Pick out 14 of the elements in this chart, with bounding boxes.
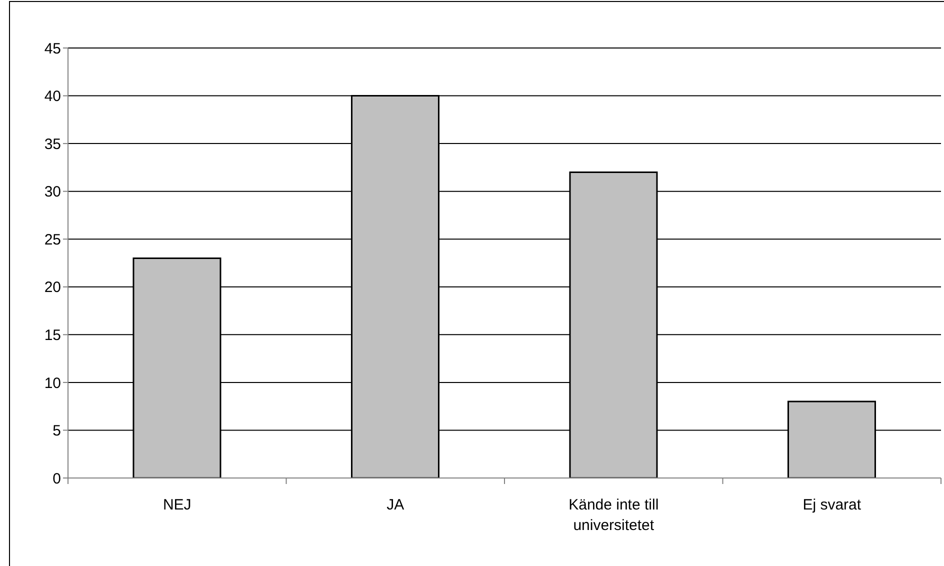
y-tick-label: 40	[44, 88, 61, 106]
y-tick-label: 10	[44, 374, 61, 392]
x-tick-label: JA	[386, 496, 404, 514]
y-tick-label: 25	[44, 231, 61, 248]
y-tick-label: 35	[44, 136, 61, 153]
x-tick-label: NEJ	[162, 496, 192, 514]
y-tick-label: 45	[44, 40, 61, 58]
y-tick-label: 15	[44, 326, 61, 344]
x-tick-label: Kände inte till universitetet	[568, 496, 659, 534]
y-tick-label: 30	[44, 184, 61, 201]
y-tick-label: 20	[44, 279, 61, 296]
y-tick-label: 5	[52, 422, 61, 440]
y-tick-label: 0	[52, 470, 61, 488]
x-tick-label: Ej svarat	[802, 496, 862, 514]
